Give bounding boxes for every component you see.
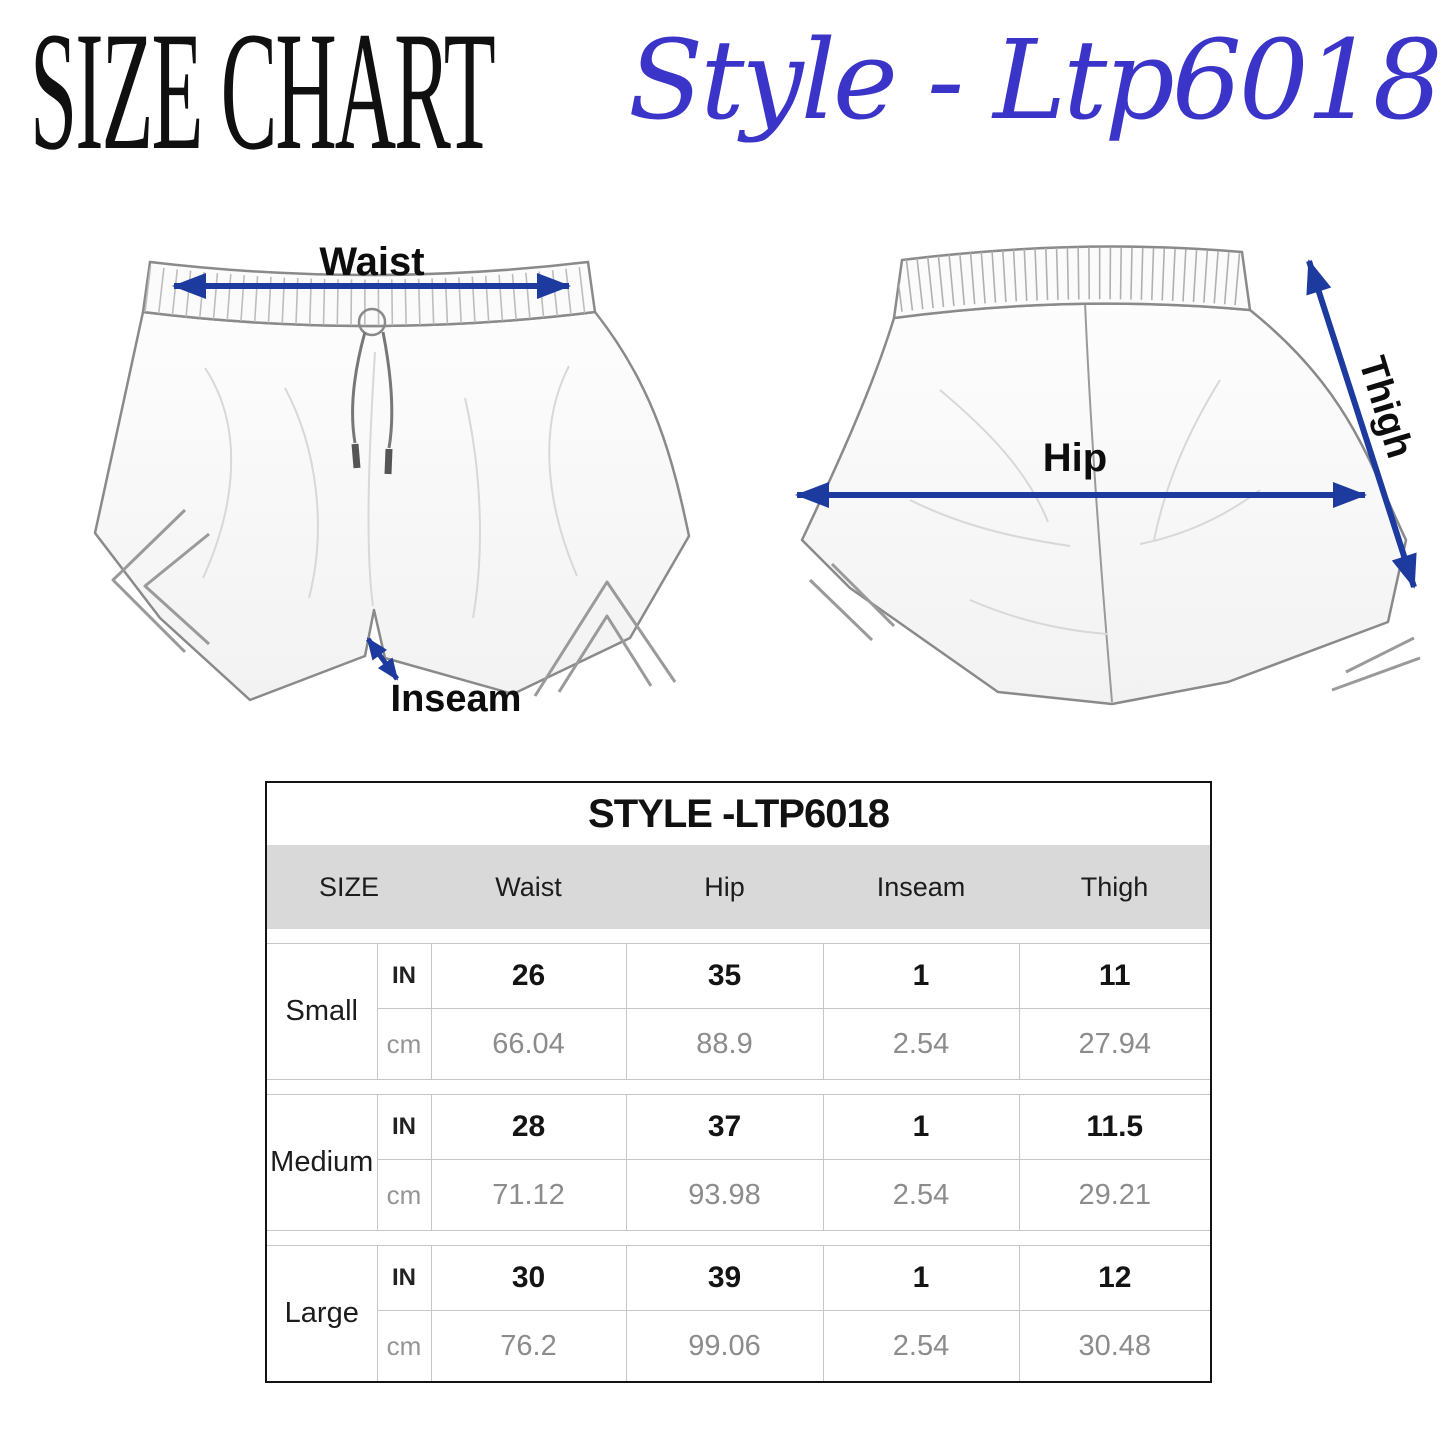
value-small-thigh-cm: 27.94 (1018, 1008, 1212, 1080)
size-table-grid: STYLE -LTP6018 SIZE Waist Hip Inseam Thi… (265, 781, 1212, 1383)
value-large-thigh-in: 12 (1018, 1245, 1212, 1311)
unit-label-cm: cm (376, 1008, 432, 1080)
value-medium-hip-cm: 93.98 (625, 1159, 824, 1231)
unit-label-in: IN (376, 1245, 432, 1311)
value-small-inseam-in: 1 (822, 943, 1020, 1009)
unit-label-in: IN (376, 1094, 432, 1160)
column-header-thigh: Thigh (1019, 845, 1211, 929)
front-chevron-stripes (111, 508, 677, 697)
value-small-thigh-in: 11 (1018, 943, 1212, 1009)
table-row-large-in: Large IN 30 39 1 12 (265, 1245, 1212, 1383)
value-small-waist-cm: 66.04 (430, 1008, 627, 1080)
hip-measure-label: Hip (1042, 436, 1108, 480)
table-row-small-in: Small IN 26 35 1 11 (265, 943, 1212, 1080)
value-medium-inseam-in: 1 (822, 1094, 1020, 1160)
page-title: SIZE CHART (30, 0, 496, 185)
value-medium-hip-in: 37 (625, 1094, 824, 1160)
value-small-hip-in: 35 (625, 943, 824, 1009)
table-header-row: SIZE Waist Hip Inseam Thigh (266, 845, 1211, 929)
value-large-inseam-in: 1 (822, 1245, 1020, 1311)
value-large-thigh-cm: 30.48 (1018, 1310, 1212, 1383)
value-large-waist-in: 30 (430, 1245, 627, 1311)
column-header-hip: Hip (626, 845, 823, 929)
unit-label-cm: cm (376, 1159, 432, 1231)
waist-measure-label: Waist (319, 240, 425, 284)
back-chevron-stripes (808, 562, 1421, 692)
value-small-waist-in: 26 (430, 943, 627, 1009)
column-header-size: SIZE (266, 845, 431, 929)
value-medium-waist-cm: 71.12 (430, 1159, 627, 1231)
table-row-medium-in: Medium IN 28 37 1 11.5 (265, 1094, 1212, 1231)
inseam-measure-label: Inseam (390, 678, 522, 720)
value-small-hip-cm: 88.9 (625, 1008, 824, 1080)
value-medium-inseam-cm: 2.54 (822, 1159, 1020, 1231)
table-row-large-cm: cm 76.2 99.06 2.54 30.48 (266, 1310, 1212, 1383)
spacer-row (266, 1079, 1211, 1095)
size-table: STYLE -LTP6018 SIZE Waist Hip Inseam Thi… (265, 781, 1212, 1383)
spacer-row (266, 929, 1211, 944)
value-medium-waist-in: 28 (430, 1094, 627, 1160)
value-small-inseam-cm: 2.54 (822, 1008, 1020, 1080)
value-medium-thigh-in: 11.5 (1018, 1094, 1212, 1160)
unit-label-in: IN (376, 943, 432, 1009)
value-large-hip-in: 39 (625, 1245, 824, 1311)
size-label-large: Large (265, 1245, 378, 1383)
front-body (93, 310, 691, 702)
style-code-script: Style - Ltp6018 (628, 16, 1443, 144)
front-shorts-drawing (93, 260, 691, 702)
size-label-small: Small (265, 943, 378, 1080)
front-crease-lines (202, 351, 578, 619)
column-header-waist: Waist (431, 845, 626, 929)
table-row-medium-cm: cm 71.12 93.98 2.54 29.21 (266, 1159, 1212, 1231)
value-large-waist-cm: 76.2 (430, 1310, 627, 1383)
value-medium-thigh-cm: 29.21 (1018, 1159, 1212, 1231)
value-large-hip-cm: 99.06 (625, 1310, 824, 1383)
spacer-row (266, 1230, 1211, 1246)
column-header-inseam: Inseam (823, 845, 1019, 929)
drawstring (351, 307, 394, 475)
table-title-row: STYLE -LTP6018 (266, 782, 1211, 845)
back-body (800, 302, 1408, 706)
table-title: STYLE -LTP6018 (588, 791, 890, 836)
table-row-small-cm: cm 66.04 88.9 2.54 27.94 (266, 1008, 1212, 1080)
value-large-inseam-cm: 2.54 (822, 1310, 1020, 1383)
unit-label-cm: cm (376, 1310, 432, 1383)
size-label-medium: Medium (265, 1094, 378, 1231)
